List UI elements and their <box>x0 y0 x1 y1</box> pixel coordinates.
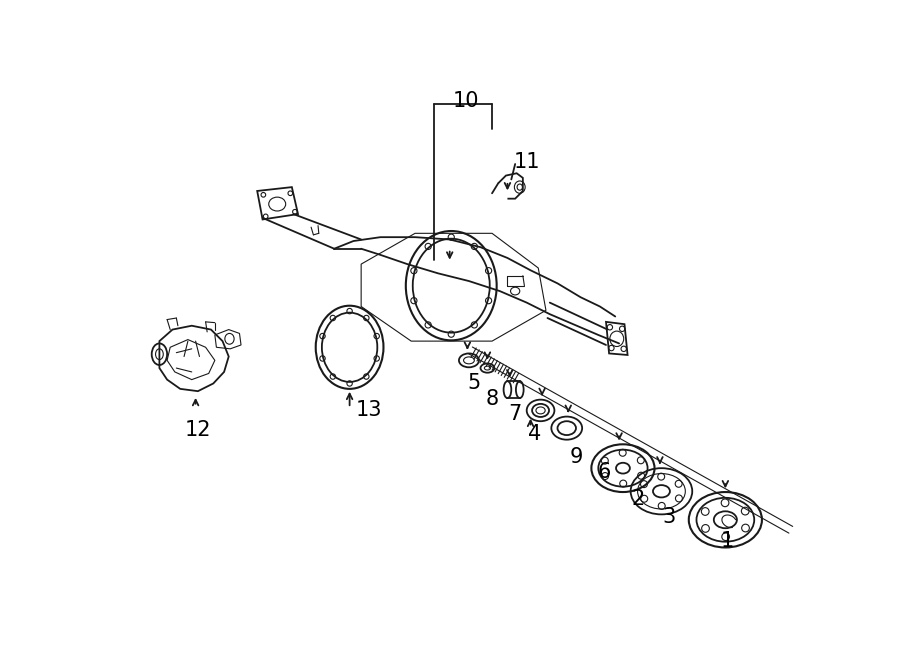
Text: 4: 4 <box>527 424 541 444</box>
Text: 11: 11 <box>513 153 540 173</box>
Text: 2: 2 <box>632 489 645 509</box>
Text: 9: 9 <box>570 447 583 467</box>
Text: 1: 1 <box>720 531 733 551</box>
Text: 7: 7 <box>508 405 522 424</box>
Text: 8: 8 <box>485 389 499 409</box>
Text: 6: 6 <box>597 462 610 482</box>
Text: 13: 13 <box>356 401 382 420</box>
Text: 10: 10 <box>453 91 479 111</box>
Text: 5: 5 <box>468 373 481 393</box>
Text: 12: 12 <box>184 420 212 440</box>
Text: 3: 3 <box>662 507 676 527</box>
